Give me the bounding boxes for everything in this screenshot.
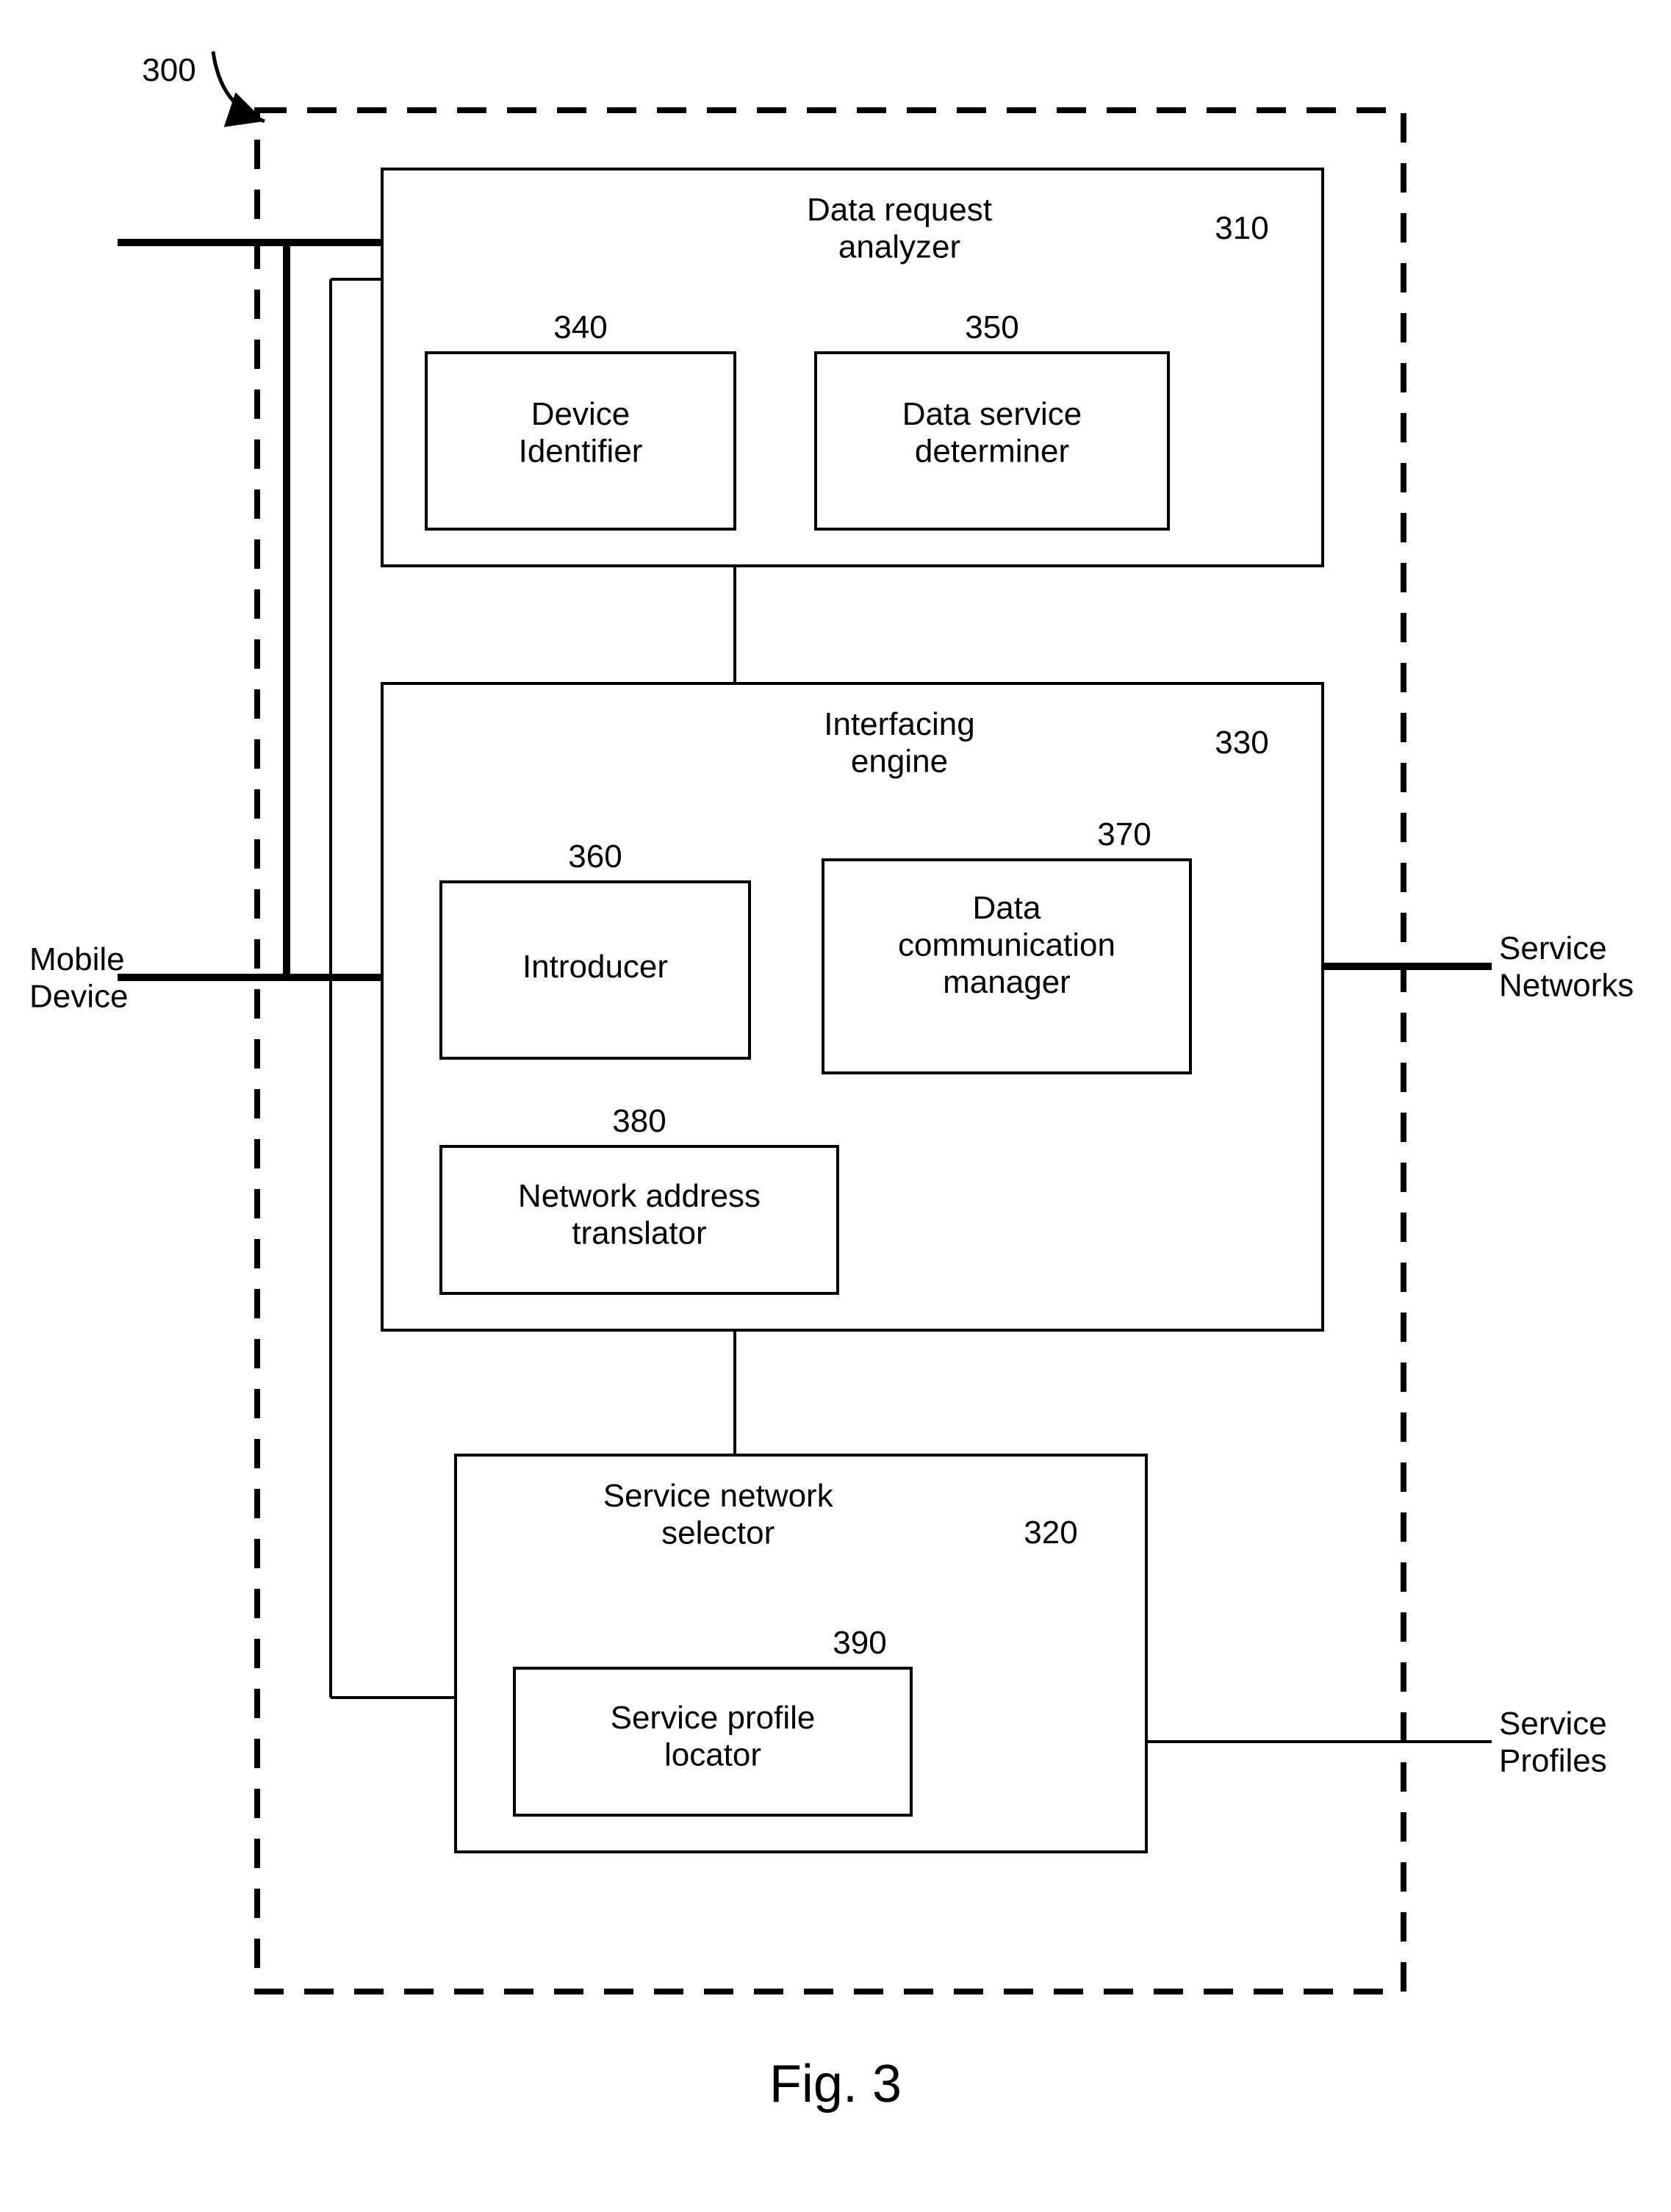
label-service-profiles: ServiceProfiles <box>1499 1706 1607 1779</box>
engine-title: Interfacingengine <box>824 706 974 780</box>
figure-caption: Fig. 3 <box>769 2055 902 2114</box>
ref-selector: 320 <box>1024 1515 1077 1551</box>
analyzer-title: Data requestanalyzer <box>807 192 992 265</box>
spl-label: Service profilelocator <box>611 1700 816 1773</box>
ref-nat: 380 <box>612 1103 666 1139</box>
selector-title: Service networkselector <box>603 1478 834 1551</box>
ref-engine: 330 <box>1215 725 1268 761</box>
ref-analyzer: 310 <box>1215 210 1268 246</box>
ref-intro: 360 <box>568 839 622 875</box>
block-diagram: 300 Data requestanalyzer 310 DeviceIdentifi… <box>0 0 1671 2212</box>
label-service-networks: ServiceNetworks <box>1499 930 1634 1004</box>
ref-dcm: 370 <box>1097 816 1151 852</box>
ref-ds-det: 350 <box>965 309 1018 345</box>
nat-label: Network addresstranslator <box>518 1178 761 1252</box>
engine-box <box>382 683 1323 1330</box>
label-mobile-device: MobileDevice <box>29 941 129 1015</box>
system-boundary <box>257 110 1404 1992</box>
introducer-label: Introducer <box>522 949 668 985</box>
ref-dev-id: 340 <box>553 309 607 345</box>
dcm-label: Datacommunicationmanager <box>898 890 1115 1000</box>
device-identifier-label: DeviceIdentifier <box>519 396 643 470</box>
ref-system: 300 <box>142 52 195 88</box>
data-service-determiner-label: Data servicedeterminer <box>902 396 1082 470</box>
ref-spl: 390 <box>833 1625 886 1661</box>
